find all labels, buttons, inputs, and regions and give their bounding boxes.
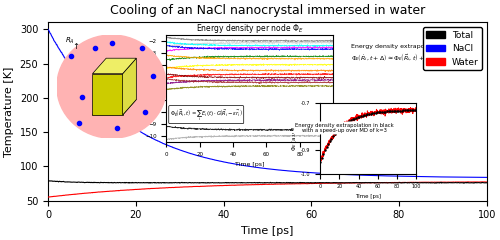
Title: Cooling of an NaCl nanocrystal immersed in water: Cooling of an NaCl nanocrystal immersed … — [110, 4, 425, 17]
Text: Energy density extrapolation:
$\Phi_E\!\left(\dot{R}_i,t+\Delta\right)\approx\Ph: Energy density extrapolation: $\Phi_E\!\… — [350, 44, 470, 63]
Y-axis label: Temperature [K]: Temperature [K] — [4, 66, 14, 157]
Legend: Total, NaCl, Water: Total, NaCl, Water — [423, 27, 482, 70]
X-axis label: Time [ps]: Time [ps] — [241, 226, 294, 236]
